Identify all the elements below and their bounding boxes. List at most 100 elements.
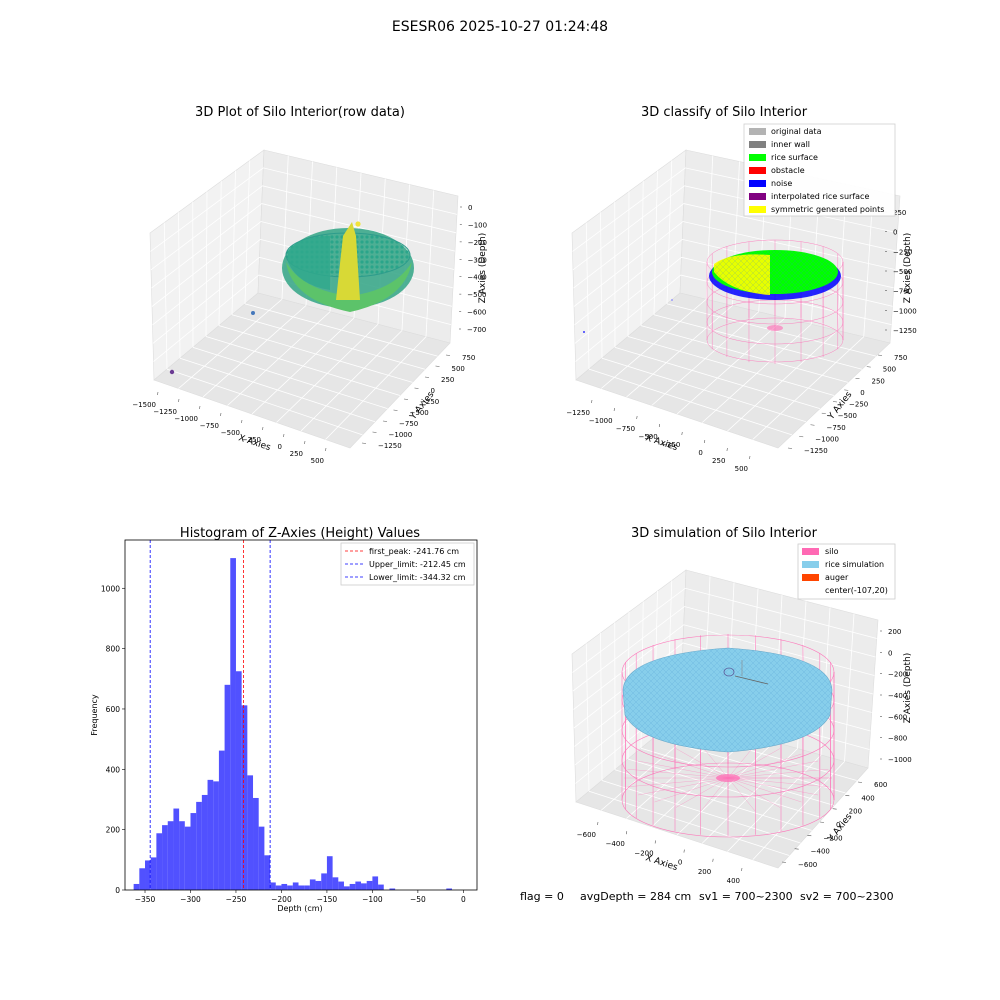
p4-x-tick-mark <box>626 831 628 835</box>
grid-line <box>701 323 812 423</box>
p4-x-tick-label: −600 <box>577 831 596 839</box>
floor-pane <box>153 292 451 449</box>
p4-y-tick-mark <box>857 781 863 783</box>
grid-line <box>727 330 838 432</box>
p2-x-tick-mark <box>658 423 661 428</box>
footer-avg-depth: avgDepth = 284 cm <box>580 890 691 903</box>
silo-floor-spoke <box>727 777 829 787</box>
p4-y-tick-label: 600 <box>874 781 887 789</box>
p1-x-tick-mark <box>262 426 264 431</box>
p1-z-tick-label: −400 <box>467 274 486 282</box>
silo-floor-spoke <box>727 777 802 803</box>
histogram-bar <box>349 883 356 890</box>
silo-floor-spoke <box>675 748 729 779</box>
p2-z-tick-label: −500 <box>893 268 912 276</box>
p2-y-tick-mark <box>799 436 804 438</box>
histogram-bar <box>281 883 288 890</box>
p1-x-tick-label: −1250 <box>153 408 177 416</box>
histogram-bar <box>264 855 271 890</box>
histogram-xlabel: Depth (cm) <box>277 904 322 913</box>
p2-y-tick-label: 0 <box>860 389 864 397</box>
p4-y-tick-label: 400 <box>861 794 874 802</box>
y-tick-label: 400 <box>106 765 121 774</box>
legend-label: interpolated rice surface <box>771 192 869 201</box>
p2-x-tick-mark <box>591 399 593 404</box>
y-tick-label: 600 <box>106 705 121 714</box>
panel2-xlabel: X Axies <box>644 433 679 453</box>
p2-x-tick-label: −500 <box>638 433 657 441</box>
p2-y-tick-mark <box>787 447 793 449</box>
p2-y-tick-label: −1000 <box>815 435 839 443</box>
panel4-legend: silo rice simulation auger center(-107,20) <box>797 543 896 600</box>
p1-y-tick-label: −500 <box>410 409 429 417</box>
silo-floor-spoke <box>654 777 729 803</box>
p2-y-tick-label: 750 <box>894 354 907 362</box>
x-tick-label: −50 <box>410 895 426 904</box>
outlier-point <box>169 369 175 375</box>
grid-line <box>573 624 875 710</box>
grid-line <box>150 167 458 252</box>
p2-x-tick-mark <box>704 439 706 444</box>
p4-y-tick-label: 200 <box>849 808 862 816</box>
p2-x-tick-label: −250 <box>661 441 680 449</box>
legend-swatch <box>749 193 766 200</box>
histogram-bar <box>275 885 282 890</box>
silo-floor-spoke <box>727 769 829 779</box>
histogram-bar <box>218 750 225 890</box>
x-tick-label: −200 <box>271 895 292 904</box>
grid-line <box>150 185 457 271</box>
panel4-xlabel: X Axies <box>644 853 679 873</box>
legend-label: rice simulation <box>825 560 884 569</box>
p4-x-tick-mark <box>654 840 656 844</box>
histogram-bar <box>389 888 396 890</box>
p1-x-tick-mark <box>220 412 222 417</box>
p2-x-tick-label: 500 <box>735 465 748 473</box>
grid-line <box>640 325 849 383</box>
legend-label: Lower_limit: -344.32 cm <box>369 573 466 582</box>
legend-frame <box>743 123 896 217</box>
p2-x-tick-label: −1000 <box>589 417 613 425</box>
grid-line <box>575 274 892 362</box>
grid-line <box>244 303 438 357</box>
histogram-bar <box>343 886 350 890</box>
p4-x-tick-mark <box>597 821 599 826</box>
p2-z-tick-label: −750 <box>893 288 912 296</box>
panel2-classified-points <box>583 239 844 364</box>
grid-line <box>572 185 898 271</box>
p2-z-tick-label: −1250 <box>893 327 917 335</box>
p4-y-tick-label: −400 <box>811 848 830 856</box>
p4-z-tick-label: −800 <box>888 735 907 743</box>
p2-y-tick-mark <box>844 389 849 391</box>
panel1-point-cloud <box>169 221 414 375</box>
x-tick-label: −350 <box>135 895 156 904</box>
histogram-bar <box>213 781 219 890</box>
histogram-bar <box>133 883 140 890</box>
histogram-bar <box>315 880 322 890</box>
p2-x-tick-label: 250 <box>712 457 725 465</box>
surface-texture <box>712 250 838 294</box>
grid-line <box>572 606 876 692</box>
histogram-bar <box>184 826 191 890</box>
silo-floor-spoke <box>637 777 729 796</box>
panel4-zlabel: Z Axies (Depth) <box>903 653 913 724</box>
p2-y-tick-mark <box>821 412 826 414</box>
grid-line <box>573 203 897 289</box>
silo-floor-spoke <box>627 777 729 787</box>
legend-label: symmetric generated points <box>771 205 884 214</box>
p4-y-tick-mark <box>781 861 787 863</box>
p4-x-tick-label: 400 <box>727 877 740 885</box>
p1-x-tick-label: 250 <box>290 450 303 458</box>
silo-floor-spoke <box>700 745 729 779</box>
p2-x-tick-label: −1250 <box>566 409 590 417</box>
plot-frame <box>124 539 478 891</box>
p2-y-tick-mark <box>866 366 871 368</box>
panel4-ticks: −600−400−2000200400−600−400−200020040060… <box>577 628 912 885</box>
p2-x-tick-mark <box>613 407 615 412</box>
grid-line <box>653 314 863 370</box>
p4-x-tick-label: −200 <box>634 849 653 857</box>
outlier-point <box>251 311 255 315</box>
legend-label: rice surface <box>771 153 818 162</box>
y-tick-label: 0 <box>115 886 120 895</box>
yellow-spike <box>336 222 360 300</box>
p1-x-tick-label: −750 <box>200 422 219 430</box>
